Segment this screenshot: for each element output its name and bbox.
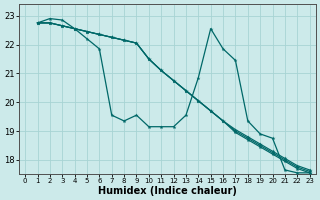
X-axis label: Humidex (Indice chaleur): Humidex (Indice chaleur) — [98, 186, 237, 196]
